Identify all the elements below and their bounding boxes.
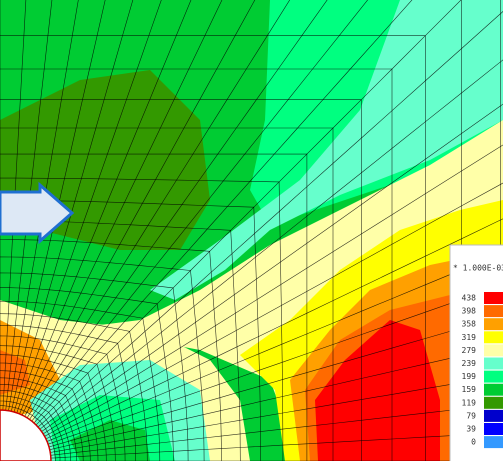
legend-swatch [484,292,503,304]
legend-label: 0 [471,438,476,447]
legend-label: 358 [462,320,477,329]
legend-label: 279 [462,346,477,355]
legend: * 1.000E-03 438 398 358 319 279 239 199 159 119 7… [450,245,503,461]
legend-swatch [484,410,503,422]
legend-label: 79 [466,411,476,420]
legend-label: 398 [462,307,477,316]
legend-label: 159 [462,385,477,394]
legend-label: 39 [466,425,476,434]
legend-label: 319 [462,333,477,342]
legend-swatch [484,305,503,317]
legend-swatch [484,358,503,370]
legend-label: 119 [462,398,477,407]
legend-label: 199 [462,372,477,381]
legend-swatch [484,331,503,343]
legend-swatch [484,436,503,448]
legend-swatch [484,371,503,383]
legend-swatch [484,397,503,409]
legend-label: 239 [462,359,477,368]
legend-swatch [484,384,503,396]
legend-swatch [484,344,503,356]
contour-plot: * 1.000E-03 438 398 358 319 279 239 199 159 119 7… [0,0,503,461]
legend-swatch [484,318,503,330]
legend-label: 438 [462,294,477,303]
legend-swatch [484,423,503,435]
legend-scale: * 1.000E-03 [453,264,503,273]
viewport: * 1.000E-03 438 398 358 319 279 239 199 159 119 7… [0,0,503,461]
